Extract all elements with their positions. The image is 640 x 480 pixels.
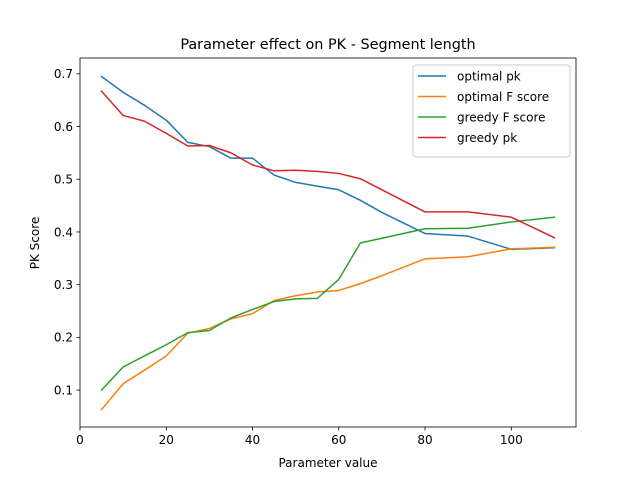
y-tick-label: 0.1 <box>54 383 73 397</box>
series-line-1 <box>100 246 556 411</box>
legend: optimal pk optimal F score greedy F score g… <box>412 64 571 158</box>
y-tick-label: 0.6 <box>54 120 73 134</box>
y-tick-label: 0.4 <box>54 225 73 239</box>
series-line-3 <box>100 90 556 239</box>
legend-label: optimal pk <box>457 70 521 84</box>
legend-label: optimal F score <box>457 90 549 104</box>
x-tick-label: 20 <box>159 433 174 447</box>
y-tick-label: 0.2 <box>54 331 73 345</box>
x-tick-label: 60 <box>331 433 346 447</box>
x-tick-label: 80 <box>417 433 432 447</box>
y-tick-label: 0.7 <box>54 67 73 81</box>
x-tick-label: 100 <box>500 433 523 447</box>
chart-title: Parameter effect on PK - Segment length <box>180 37 475 53</box>
x-tick-label: 0 <box>76 433 84 447</box>
y-tick-label: 0.3 <box>54 278 73 292</box>
x-tick-label: 40 <box>245 433 260 447</box>
series-line-0 <box>100 75 556 251</box>
y-tick-label: 0.5 <box>54 173 73 187</box>
legend-label: greedy pk <box>457 131 517 145</box>
axes-frame <box>79 57 577 428</box>
series-line-2 <box>100 216 556 392</box>
legend-label: greedy F score <box>457 111 546 125</box>
x-axis-label: Parameter value <box>278 456 377 470</box>
plot-area: 0 20 40 60 80 100 0.1 0.2 0.3 0.4 0.5 0.6 0.7 <box>54 57 577 447</box>
y-axis-label: PK Score <box>28 217 42 270</box>
legend-box <box>412 64 571 158</box>
